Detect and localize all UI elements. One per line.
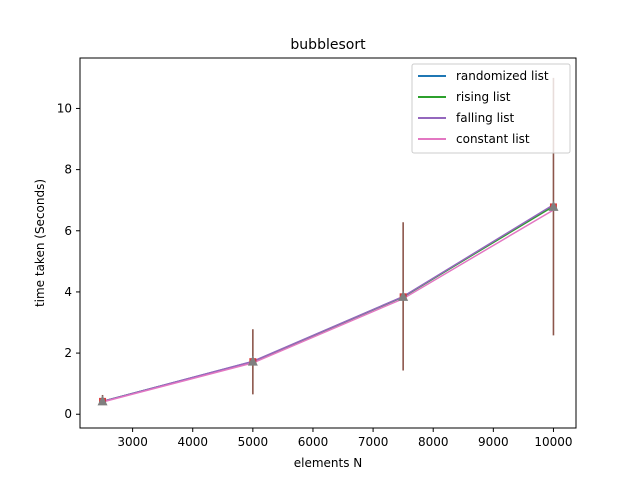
series-lines xyxy=(102,204,554,403)
legend-label-falling-list: falling list xyxy=(456,111,515,125)
y-axis: 0 2 4 6 8 10 xyxy=(57,101,80,421)
legend-entry: randomized list xyxy=(418,69,549,83)
chart-title: bubblesort xyxy=(290,37,366,53)
legend-entry: falling list xyxy=(418,111,515,125)
legend-entry: rising list xyxy=(418,90,511,104)
y-tick-label: 4 xyxy=(64,285,72,299)
y-tick-label: 6 xyxy=(64,224,72,238)
x-tick-label: 4000 xyxy=(177,435,208,449)
x-tick-label: 3000 xyxy=(117,435,148,449)
series-line-falling-list xyxy=(102,204,554,403)
x-tick-label: 8000 xyxy=(418,435,449,449)
x-axis: 3000 4000 5000 6000 7000 8000 9000 10000 xyxy=(117,428,573,449)
data-point-triangle xyxy=(247,355,258,366)
y-tick-label: 8 xyxy=(64,163,72,177)
x-tick-label: 5000 xyxy=(238,435,269,449)
x-tick-label: 6000 xyxy=(298,435,329,449)
error-markers xyxy=(97,200,559,406)
y-axis-label: time taken (Seconds) xyxy=(33,179,47,307)
plot-frame xyxy=(79,57,577,429)
data-point-triangle xyxy=(97,395,108,406)
x-tick-label: 10000 xyxy=(534,435,572,449)
series-line-constant-list xyxy=(102,209,554,403)
legend: randomized list rising list falling list… xyxy=(411,63,571,154)
x-axis-label: elements N xyxy=(294,456,363,470)
x-tick-label: 9000 xyxy=(478,435,509,449)
legend-label-constant-list: constant list xyxy=(456,132,530,146)
legend-label-rising-list: rising list xyxy=(456,90,511,104)
legend-label-randomized-list: randomized list xyxy=(456,69,549,83)
data-point-triangle xyxy=(548,200,559,211)
data-point-triangle xyxy=(398,290,409,301)
legend-box xyxy=(411,63,571,154)
y-tick-label: 2 xyxy=(64,346,72,360)
legend-entry: constant list xyxy=(418,132,530,146)
y-tick-label: 0 xyxy=(64,407,72,421)
x-tick-label: 7000 xyxy=(358,435,389,449)
y-tick-label: 10 xyxy=(57,101,72,115)
